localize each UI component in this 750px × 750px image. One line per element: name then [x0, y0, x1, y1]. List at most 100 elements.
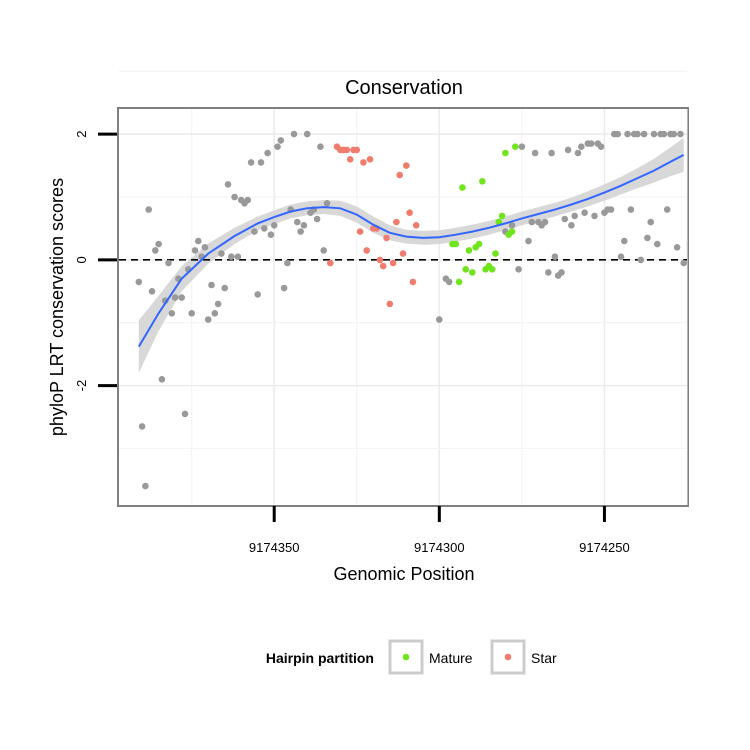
point-star	[409, 278, 417, 286]
point-other	[637, 256, 645, 264]
point-star	[376, 256, 384, 264]
point-star	[363, 247, 371, 254]
point-other	[591, 212, 598, 220]
point-other	[201, 244, 209, 251]
point-other	[267, 231, 275, 238]
point-other	[208, 281, 215, 289]
point-other	[251, 228, 258, 235]
point-mature	[508, 228, 516, 235]
x-tick-label: 9174350	[249, 540, 300, 555]
x-tick-label: 9174250	[579, 540, 630, 555]
point-other	[574, 149, 582, 157]
chart-title: Conservation	[345, 77, 463, 99]
point-mature	[462, 266, 470, 273]
point-other	[647, 218, 654, 226]
point-other	[581, 209, 588, 216]
point-other	[677, 130, 684, 138]
point-other	[528, 218, 536, 226]
point-other	[541, 218, 549, 226]
point-other	[138, 423, 146, 430]
point-other	[188, 310, 195, 317]
data-points	[135, 130, 687, 490]
point-star	[393, 218, 400, 226]
legend-dot-star	[504, 653, 512, 661]
point-other	[508, 222, 516, 229]
point-other	[270, 222, 278, 229]
point-mature	[459, 184, 466, 191]
point-other	[634, 130, 641, 138]
point-other	[228, 253, 235, 260]
point-other	[670, 130, 678, 138]
point-mature	[452, 240, 460, 248]
point-mature	[498, 212, 506, 220]
point-star	[353, 146, 361, 154]
point-other	[181, 410, 189, 418]
point-other	[152, 247, 159, 254]
point-star	[399, 250, 407, 257]
point-other	[531, 149, 539, 157]
point-other	[617, 253, 625, 260]
point-other	[264, 149, 271, 157]
point-star	[396, 171, 404, 179]
point-star	[412, 222, 420, 229]
point-other	[525, 237, 532, 245]
point-other	[624, 130, 631, 138]
point-star	[343, 146, 351, 154]
point-other	[244, 196, 252, 204]
point-other	[558, 269, 565, 276]
point-mature	[465, 247, 473, 254]
point-star	[327, 259, 334, 267]
point-other	[564, 146, 572, 154]
point-other	[303, 130, 311, 138]
point-other	[231, 193, 238, 201]
point-other	[323, 200, 331, 207]
point-other	[214, 300, 222, 308]
point-other	[561, 215, 569, 223]
legend-key-mature	[388, 639, 424, 675]
point-other	[445, 278, 453, 286]
point-other	[597, 143, 605, 150]
point-other	[155, 240, 162, 248]
point-star	[366, 156, 374, 163]
y-axis-label: phyloP LRT conservation scores	[47, 178, 67, 436]
point-other	[654, 240, 661, 248]
point-other	[317, 143, 324, 150]
point-other	[320, 247, 328, 254]
point-other	[578, 143, 585, 150]
smooth-curve	[137, 154, 685, 348]
point-other	[247, 159, 255, 166]
point-mature	[479, 178, 486, 185]
point-mature	[488, 266, 496, 273]
point-other	[614, 130, 621, 138]
point-other	[277, 137, 285, 144]
point-other	[436, 316, 443, 323]
legend-label-mature: Mature	[429, 650, 473, 666]
point-mature	[469, 269, 476, 276]
point-star	[406, 209, 413, 216]
point-star	[356, 228, 364, 235]
point-mature	[455, 278, 463, 286]
point-other	[234, 253, 242, 260]
point-other	[290, 130, 298, 138]
point-star	[403, 162, 410, 169]
point-other	[587, 140, 595, 147]
point-other	[274, 143, 281, 150]
point-other	[294, 218, 301, 226]
y-tick-label: 0	[74, 256, 89, 263]
point-other	[621, 237, 628, 245]
plot-panel	[117, 107, 689, 507]
point-mature	[502, 149, 509, 157]
point-other	[673, 244, 681, 251]
point-other	[145, 206, 152, 213]
point-star	[360, 159, 367, 166]
point-other	[195, 237, 202, 245]
point-other	[142, 482, 149, 490]
y-tick-label: 2	[74, 130, 89, 137]
point-other	[204, 316, 212, 323]
point-other	[280, 284, 288, 292]
point-other	[178, 294, 185, 301]
point-mature	[492, 250, 499, 257]
point-other	[660, 130, 668, 138]
point-star	[379, 262, 387, 270]
